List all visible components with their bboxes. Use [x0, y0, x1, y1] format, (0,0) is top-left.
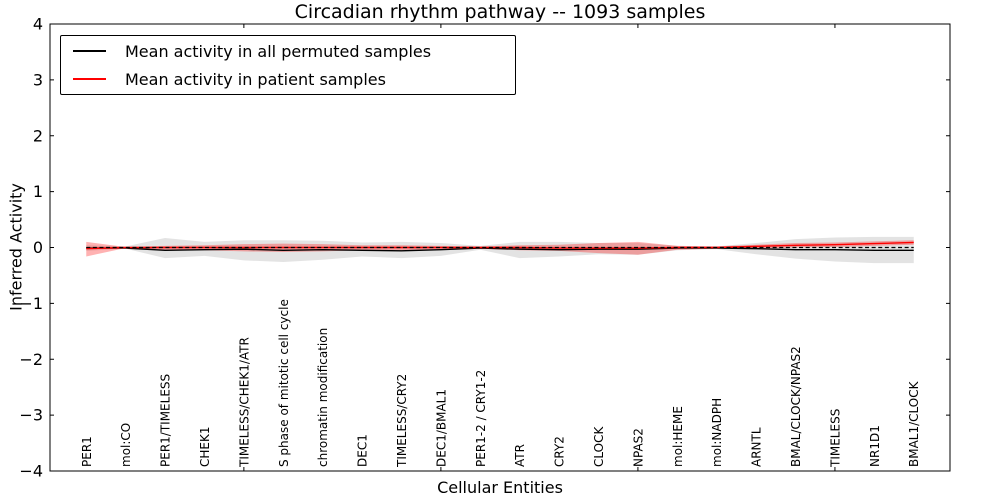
chart-title: Circadian rhythm pathway -- 1093 samples	[294, 1, 706, 23]
y-axis-label: Inferred Activity	[6, 183, 26, 311]
entity-label: BMAL1/CLOCK	[907, 380, 921, 467]
y-tick-label: 4	[33, 15, 43, 34]
legend-item-patient: Mean activity in patient samples	[61, 65, 515, 93]
y-tick-labels: −4 −3 −2 −1 0 1 2 3 4	[19, 15, 43, 481]
entity-labels: PER1 mol:CO PER1/TIMELESS CHEK1 TIMELESS/CHE…	[80, 299, 921, 468]
entity-label: S phase of mitotic cell cycle	[277, 299, 291, 467]
permuted-mean-line	[86, 247, 914, 252]
entity-label: CRY2	[553, 436, 567, 467]
entity-label: TIMELESS	[828, 409, 842, 468]
permuted-band	[86, 236, 914, 264]
y-tick-label: 1	[33, 182, 43, 201]
entity-label: mol:HEME	[671, 406, 685, 467]
entity-label: ARNTL	[750, 427, 764, 467]
legend: Mean activity in all permuted samples Me…	[60, 35, 516, 95]
entity-label: CLOCK	[592, 426, 606, 467]
y-tick-label: −3	[19, 406, 43, 425]
entity-label: PER1-2 / CRY1-2	[474, 370, 488, 467]
legend-item-permuted: Mean activity in all permuted samples	[61, 37, 515, 65]
entity-label: BMAL/CLOCK/NPAS2	[789, 346, 803, 467]
legend-label-patient: Mean activity in patient samples	[125, 69, 386, 89]
entity-label: mol:NADPH	[710, 398, 724, 467]
entity-label: DEC1	[356, 434, 370, 467]
entity-label: NPAS2	[631, 428, 645, 467]
y-tick-label: 3	[33, 70, 43, 89]
entity-label: TIMELESS/CRY2	[395, 374, 409, 468]
permuted-line-sample-icon	[73, 50, 106, 52]
entity-label: PER1	[80, 436, 94, 467]
entity-label: NR1D1	[868, 425, 882, 467]
entity-label: DEC1/BMAL1	[434, 389, 448, 467]
patient-line-sample-icon	[73, 78, 106, 80]
entity-label: ATR	[513, 444, 527, 467]
entity-label: PER1/TIMELESS	[159, 374, 173, 467]
entity-label: chromatin modification	[316, 328, 330, 467]
y-tick-label: 0	[33, 238, 43, 257]
entity-label: TIMELESS/CHEK1/ATR	[237, 337, 251, 468]
legend-label-permuted: Mean activity in all permuted samples	[125, 41, 432, 61]
entity-label: mol:CO	[119, 423, 133, 467]
patient-mean-line	[86, 241, 914, 250]
y-tick-label: −2	[19, 350, 43, 369]
axis-ticks	[50, 23, 950, 472]
y-tick-label: −4	[19, 462, 43, 481]
y-tick-label: 2	[33, 126, 43, 145]
x-axis-label: Cellular Entities	[437, 478, 563, 497]
y-tick-label: −1	[19, 294, 43, 313]
entity-label: CHEK1	[198, 427, 212, 468]
